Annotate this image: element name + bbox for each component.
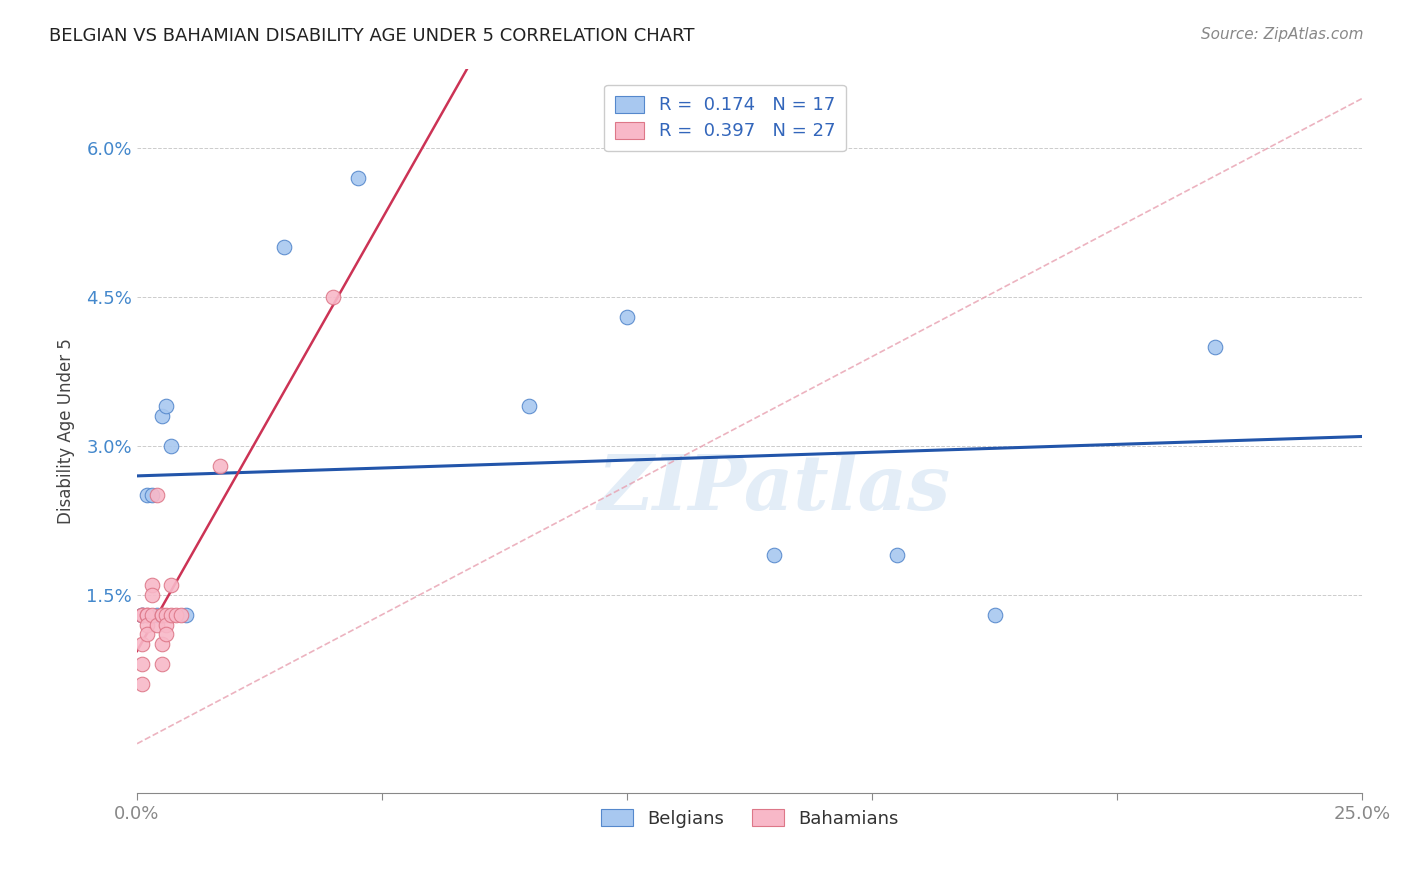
Y-axis label: Disability Age Under 5: Disability Age Under 5	[58, 338, 75, 524]
Point	[135, 607, 157, 622]
Point	[131, 677, 153, 691]
Point	[131, 607, 153, 622]
Point	[141, 578, 163, 592]
Point	[135, 617, 157, 632]
Point	[145, 607, 167, 622]
Point	[209, 458, 232, 473]
Point	[517, 399, 540, 413]
Point	[1204, 339, 1226, 353]
Point	[150, 607, 173, 622]
Point	[160, 607, 183, 622]
Point	[170, 607, 193, 622]
Point	[131, 657, 153, 672]
Legend: Belgians, Bahamians: Belgians, Bahamians	[593, 802, 905, 835]
Point	[141, 488, 163, 502]
Point	[145, 488, 167, 502]
Point	[322, 290, 344, 304]
Point	[131, 607, 153, 622]
Point	[160, 578, 183, 592]
Point	[155, 399, 177, 413]
Point	[131, 637, 153, 651]
Point	[150, 637, 173, 651]
Point	[155, 627, 177, 641]
Point	[160, 439, 183, 453]
Point	[150, 409, 173, 423]
Point	[145, 617, 167, 632]
Point	[155, 617, 177, 632]
Point	[763, 548, 786, 562]
Point	[150, 657, 173, 672]
Point	[984, 607, 1007, 622]
Point	[150, 607, 173, 622]
Point	[135, 488, 157, 502]
Point	[346, 170, 368, 185]
Point	[135, 627, 157, 641]
Point	[273, 240, 295, 254]
Point	[616, 310, 638, 324]
Point	[131, 607, 153, 622]
Point	[131, 607, 153, 622]
Point	[141, 607, 163, 622]
Point	[886, 548, 908, 562]
Point	[135, 607, 157, 622]
Text: ZIPatlas: ZIPatlas	[598, 452, 950, 526]
Text: BELGIAN VS BAHAMIAN DISABILITY AGE UNDER 5 CORRELATION CHART: BELGIAN VS BAHAMIAN DISABILITY AGE UNDER…	[49, 27, 695, 45]
Point	[174, 607, 197, 622]
Point	[141, 588, 163, 602]
Text: Source: ZipAtlas.com: Source: ZipAtlas.com	[1201, 27, 1364, 42]
Point	[155, 607, 177, 622]
Point	[165, 607, 187, 622]
